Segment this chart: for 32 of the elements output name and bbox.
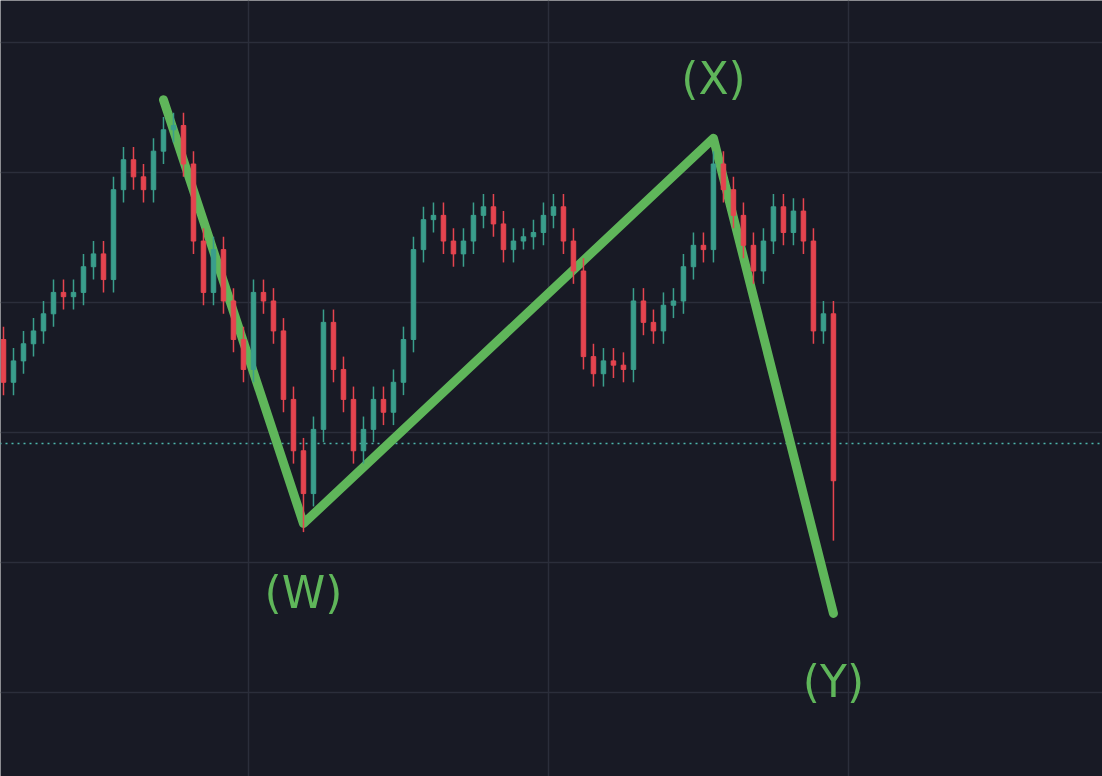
candlestick — [650, 308, 657, 345]
candlestick — [40, 300, 47, 345]
candlestick — [640, 287, 647, 336]
candlestick — [610, 347, 617, 379]
candlestick — [600, 347, 607, 388]
candlestick — [10, 347, 17, 396]
candlestick — [50, 278, 57, 328]
text: (X) — [681, 52, 746, 104]
candlestick — [490, 193, 497, 238]
candlestick — [90, 240, 97, 281]
candlestick — [550, 193, 557, 229]
candlestick — [160, 116, 167, 165]
candlestick — [450, 227, 457, 268]
candlestick — [460, 227, 467, 268]
candlestick — [130, 146, 137, 191]
candlestick — [540, 201, 547, 247]
candlestick — [690, 231, 697, 281]
candlestick — [140, 163, 147, 204]
candlestick — [30, 317, 37, 358]
candlestick — [520, 227, 527, 251]
candlestick — [820, 300, 827, 345]
candlestick — [380, 385, 387, 426]
candlestick — [790, 197, 797, 247]
candlestick — [670, 287, 677, 319]
candlestick — [480, 193, 487, 229]
candlestick — [590, 343, 597, 388]
text: (Y) — [802, 656, 865, 708]
text: (W) — [264, 566, 343, 618]
candlestick — [260, 278, 267, 315]
candlestick — [510, 227, 517, 264]
candlestick — [360, 415, 367, 465]
candlestick — [20, 330, 27, 375]
